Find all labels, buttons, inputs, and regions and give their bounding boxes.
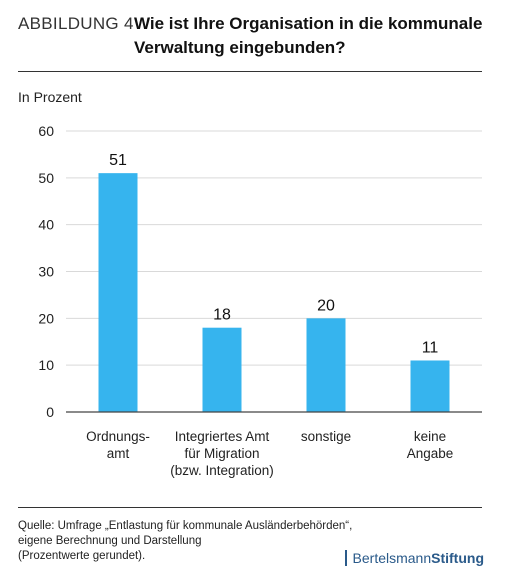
bar-value-label: 20	[317, 297, 335, 314]
bar	[306, 318, 346, 412]
source-line-1: Quelle: Umfrage „Entlastung für kommunal…	[18, 520, 353, 532]
y-tick-label: 20	[38, 310, 54, 326]
x-category-label: Angabe	[407, 446, 454, 461]
y-tick-label: 10	[38, 357, 54, 373]
x-category-label: amt	[107, 446, 130, 461]
source-line-3: (Prozentwerte gerundet).	[18, 550, 146, 562]
header-divider	[18, 71, 482, 72]
chart-title: Wie ist Ihre Organisation in die kommuna…	[134, 12, 494, 60]
x-category-label: Integriertes Amt	[175, 429, 270, 444]
x-category-label: für Migration	[184, 446, 259, 461]
y-tick-label: 40	[38, 217, 54, 233]
y-tick-label: 50	[38, 170, 54, 186]
bar	[202, 327, 242, 412]
chart-title-line-2: Verwaltung eingebunden?	[134, 38, 346, 57]
brand-name-part-2: Stiftung	[431, 550, 484, 566]
footer-divider	[18, 507, 482, 508]
figure-label: ABBILDUNG 4	[18, 14, 134, 33]
chart-title-line-1: Wie ist Ihre Organisation in die kommuna…	[134, 14, 483, 33]
bar-value-label: 51	[109, 152, 127, 169]
bar	[98, 173, 138, 412]
y-tick-label: 60	[38, 123, 54, 139]
source-note: Quelle: Umfrage „Entlastung für kommunal…	[18, 519, 398, 564]
y-axis-unit-label: In Prozent	[18, 89, 82, 105]
x-category-label: sonstige	[301, 429, 351, 444]
x-category-label: (bzw. Integration)	[170, 463, 274, 478]
brand-name-part-1: Bertelsmann	[352, 550, 432, 566]
bar	[410, 360, 450, 412]
source-line-2: eigene Berechnung und Darstellung	[18, 535, 202, 547]
y-tick-label: 30	[38, 264, 54, 280]
bertelsmann-stiftung-logo: BertelsmannStiftung	[344, 550, 484, 566]
bar-value-label: 11	[422, 339, 439, 356]
bar-value-label: 18	[213, 307, 231, 324]
y-tick-label: 0	[46, 404, 54, 420]
x-category-label: keine	[414, 429, 446, 444]
x-category-label: Ordnungs-	[86, 429, 150, 444]
